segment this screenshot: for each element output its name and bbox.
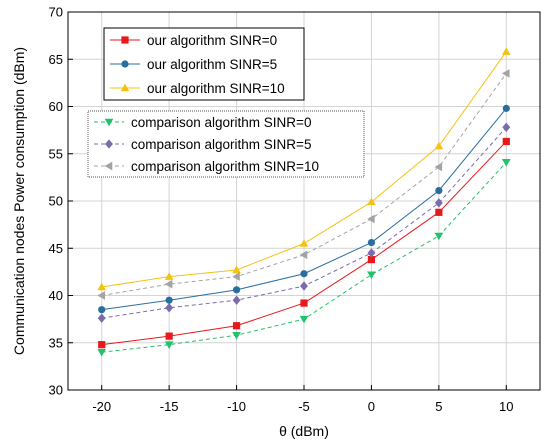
marker-circle: [165, 296, 173, 304]
marker-square: [98, 341, 106, 349]
marker-square: [300, 299, 308, 307]
series-2: [97, 47, 511, 291]
x-tick-label: 0: [368, 399, 375, 414]
marker-square: [165, 332, 173, 340]
y-tick-label: 60: [49, 99, 63, 114]
y-tick-label: 40: [49, 288, 63, 303]
x-tick-label: -10: [227, 399, 246, 414]
series-5: [97, 69, 510, 300]
marker-triangle-left: [299, 250, 308, 260]
series-4: [97, 122, 511, 323]
marker-triangle-up: [367, 197, 376, 206]
y-tick-label: 35: [49, 335, 63, 350]
legends: our algorithm SINR=0 our algorithm SINR=5…: [87, 27, 365, 178]
marker-triangle-down: [434, 232, 444, 241]
marker-triangle-down: [367, 271, 376, 280]
x-tick-label: 5: [435, 399, 442, 414]
marker-triangle-up: [97, 282, 107, 291]
marker-circle: [98, 306, 106, 314]
y-tick-label: 45: [49, 241, 63, 256]
marker-triangle-left: [501, 69, 510, 78]
legend-label: our algorithm SINR=5: [147, 57, 277, 72]
marker-triangle-up: [232, 265, 241, 274]
marker-triangle-down: [299, 315, 309, 324]
legend-label: comparison algorithm SINR=10: [131, 159, 319, 174]
marker-triangle-up: [299, 239, 309, 247]
marker-diamond: [232, 295, 241, 305]
y-tick-label: 70: [49, 5, 63, 20]
marker-triangle-up: [434, 141, 444, 150]
marker-square: [502, 137, 510, 146]
marker-triangle-up: [164, 272, 174, 280]
marker-square: [232, 322, 241, 330]
legend-label: comparison algorithm SINR=5: [131, 137, 311, 152]
y-axis-title: Communication nodes Power consumption (d…: [11, 47, 27, 355]
marker-triangle-up: [120, 83, 130, 92]
y-tick-label: 55: [49, 146, 63, 161]
x-tick-label: -15: [160, 399, 179, 414]
marker-circle: [502, 104, 510, 112]
marker-diamond: [105, 139, 113, 149]
marker-diamond: [300, 281, 308, 291]
y-tick-label: 65: [49, 52, 63, 67]
marker-triangle-left: [232, 272, 240, 281]
marker-diamond: [165, 303, 174, 313]
marker-square: [121, 36, 129, 44]
x-tick-label: -5: [298, 399, 310, 414]
marker-diamond: [367, 248, 376, 258]
marker-triangle-down: [104, 118, 114, 127]
y-tick-label: 30: [49, 383, 63, 398]
axes: 30 35 40 45 50 55 60 65 70 -20 -15 -10 -5 0 5 10: [49, 5, 514, 415]
marker-triangle-left: [367, 214, 375, 224]
marker-triangle-up: [501, 47, 511, 55]
series-0: [98, 137, 510, 349]
marker-triangle-down: [501, 159, 511, 167]
marker-triangle-down: [164, 341, 174, 349]
marker-circle: [121, 60, 129, 68]
marker-circle: [300, 270, 308, 278]
marker-circle: [435, 187, 443, 195]
marker-triangle-left: [104, 161, 113, 171]
marker-triangle-left: [97, 291, 105, 300]
legend-label: comparison algorithm SINR=0: [131, 115, 311, 130]
marker-triangle-down: [97, 348, 107, 357]
series-3: [97, 159, 511, 357]
marker-square: [367, 255, 376, 264]
y-tick-label: 50: [49, 194, 63, 209]
x-axis-title: θ (dBm): [279, 423, 329, 439]
marker-triangle-down: [232, 331, 241, 340]
legend-0: our algorithm SINR=0 our algorithm SINR=5…: [103, 27, 305, 101]
legend-label: our algorithm SINR=0: [147, 33, 277, 48]
x-tick-label: -20: [92, 399, 111, 414]
marker-diamond: [434, 198, 443, 208]
legend-box: [87, 110, 365, 178]
marker-square: [435, 208, 443, 216]
marker-diamond: [97, 313, 106, 323]
legend-label: our algorithm SINR=10: [147, 81, 285, 96]
marker-diamond: [502, 122, 511, 132]
marker-triangle-left: [434, 162, 443, 172]
legend-1: comparison algorithm SINR=0 comparison al…: [87, 110, 365, 178]
marker-circle: [367, 238, 376, 247]
marker-triangle-left: [164, 279, 173, 289]
marker-circle: [232, 286, 241, 294]
x-tick-label: 10: [499, 399, 513, 414]
series-1: [98, 104, 510, 314]
series-layer: [97, 47, 511, 357]
